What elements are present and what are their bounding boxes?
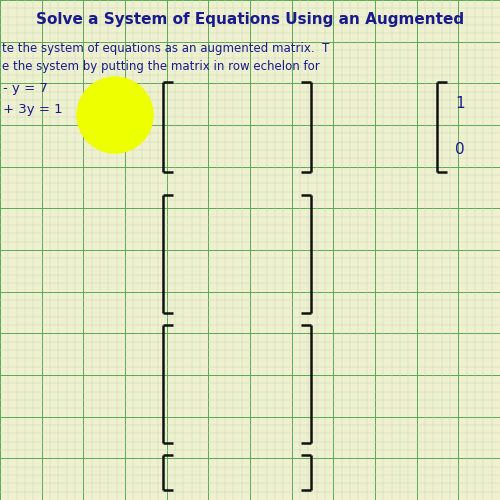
Text: Solve a System of Equations Using an Augmented: Solve a System of Equations Using an Aug… [36, 12, 464, 27]
Circle shape [77, 77, 153, 153]
Text: e the system by putting the matrix in row echelon for: e the system by putting the matrix in ro… [2, 60, 320, 73]
Text: - y = 7: - y = 7 [3, 82, 48, 95]
Text: + 3y = 1: + 3y = 1 [3, 103, 62, 116]
Text: 1: 1 [455, 96, 464, 112]
Text: te the system of equations as an augmented matrix.  T: te the system of equations as an augment… [2, 42, 330, 55]
Text: 0: 0 [455, 142, 464, 158]
